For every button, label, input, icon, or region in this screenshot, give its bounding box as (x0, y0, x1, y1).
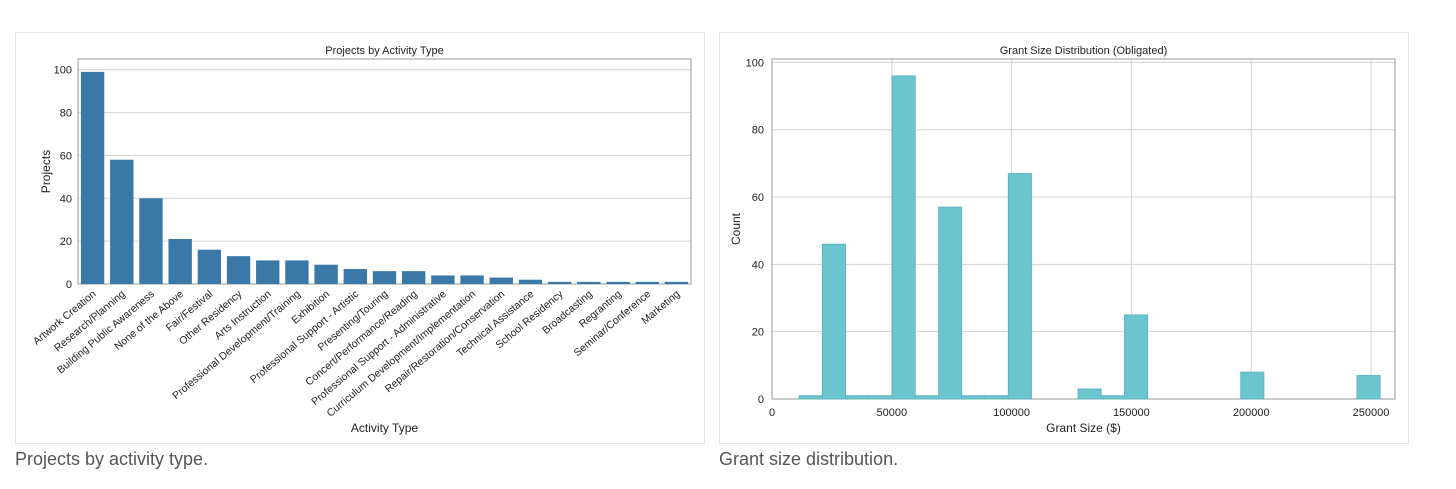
chart-title: Grant Size Distribution (Obligated) (1000, 45, 1168, 57)
bar-2 (139, 198, 163, 284)
caption-grant-size: Grant size distribution. (719, 449, 899, 469)
bar-18 (606, 281, 630, 284)
y-tick-label: 20 (752, 327, 764, 339)
bar-17 (577, 281, 601, 284)
hist-bar-5 (914, 395, 939, 400)
x-axis-label: Activity Type (351, 421, 418, 435)
x-axis-label: Grant Size ($) (1046, 421, 1121, 435)
chart-title: Projects by Activity Type (325, 45, 443, 57)
y-axis-label: Count (729, 212, 743, 245)
x-tick-label: 50000 (877, 407, 908, 419)
y-tick-label: 40 (60, 193, 72, 205)
caption-projects-by-activity: Projects by activity type. (15, 449, 209, 469)
bar-8 (314, 264, 338, 284)
x-tick-label: 250000 (1353, 407, 1390, 419)
bar-16 (547, 281, 572, 284)
bar-12 (431, 275, 455, 284)
plot-frame (771, 58, 1396, 400)
y-tick-label: 0 (66, 279, 72, 291)
y-axis-label: Projects (39, 150, 53, 193)
hist-bar-8 (984, 395, 1009, 400)
bar-15 (518, 279, 543, 284)
grant-size-chart: Grant Size Distribution (Obligated) 0 20 40… (729, 45, 1396, 435)
hist-bar-1 (821, 243, 846, 400)
hist-bar-0 (798, 395, 823, 400)
hist-bar-4 (891, 75, 916, 400)
bar-4 (197, 249, 222, 284)
bar-6 (256, 260, 280, 284)
y-tick-label: 0 (758, 394, 764, 406)
bar-20 (664, 281, 689, 284)
hist-bar-13 (1100, 395, 1125, 400)
bar-7 (285, 260, 309, 284)
y-tick-label: 20 (60, 236, 72, 248)
bar-11 (402, 271, 426, 284)
bar-3 (168, 239, 192, 284)
x-tick-label: 200000 (1233, 407, 1270, 419)
hist-bar-14 (1124, 314, 1149, 400)
bar-0 (80, 71, 105, 284)
y-tick-label: 80 (752, 125, 764, 137)
bar-1 (110, 159, 134, 284)
projects-by-activity-chart-panel: Projects by Activity Type 0 20 40 60 80 100 Art… (15, 32, 705, 444)
y-tick-label: 60 (752, 192, 764, 204)
hist-bar-19 (1240, 371, 1265, 400)
bar-13 (460, 275, 484, 284)
y-tick-label: 60 (60, 150, 72, 162)
bar-19 (635, 281, 659, 284)
hist-bar-7 (961, 395, 986, 400)
hist-bar-9 (1007, 173, 1032, 400)
hist-bar-2 (845, 395, 870, 400)
hist-bar-6 (938, 206, 963, 400)
y-tick-label: 40 (752, 259, 764, 271)
hist-bar-3 (868, 395, 893, 400)
x-tick-label: 0 (769, 407, 775, 419)
hist-bar-24 (1356, 375, 1381, 400)
grant-size-chart-panel: Grant Size Distribution (Obligated) 0 20 40… (719, 32, 1409, 444)
bar-9 (343, 269, 367, 284)
projects-by-activity-chart: Projects by Activity Type020406080100Art… (31, 45, 692, 435)
x-tick-label: 150000 (1113, 407, 1150, 419)
x-tick-label: 100000 (993, 407, 1030, 419)
bar-5 (226, 256, 251, 284)
y-tick-label: 100 (746, 57, 764, 69)
y-tick-label: 80 (60, 108, 72, 120)
bar-14 (489, 277, 513, 284)
y-tick-label: 100 (54, 65, 72, 77)
hist-bar-12 (1077, 388, 1102, 400)
bar-10 (372, 271, 397, 284)
